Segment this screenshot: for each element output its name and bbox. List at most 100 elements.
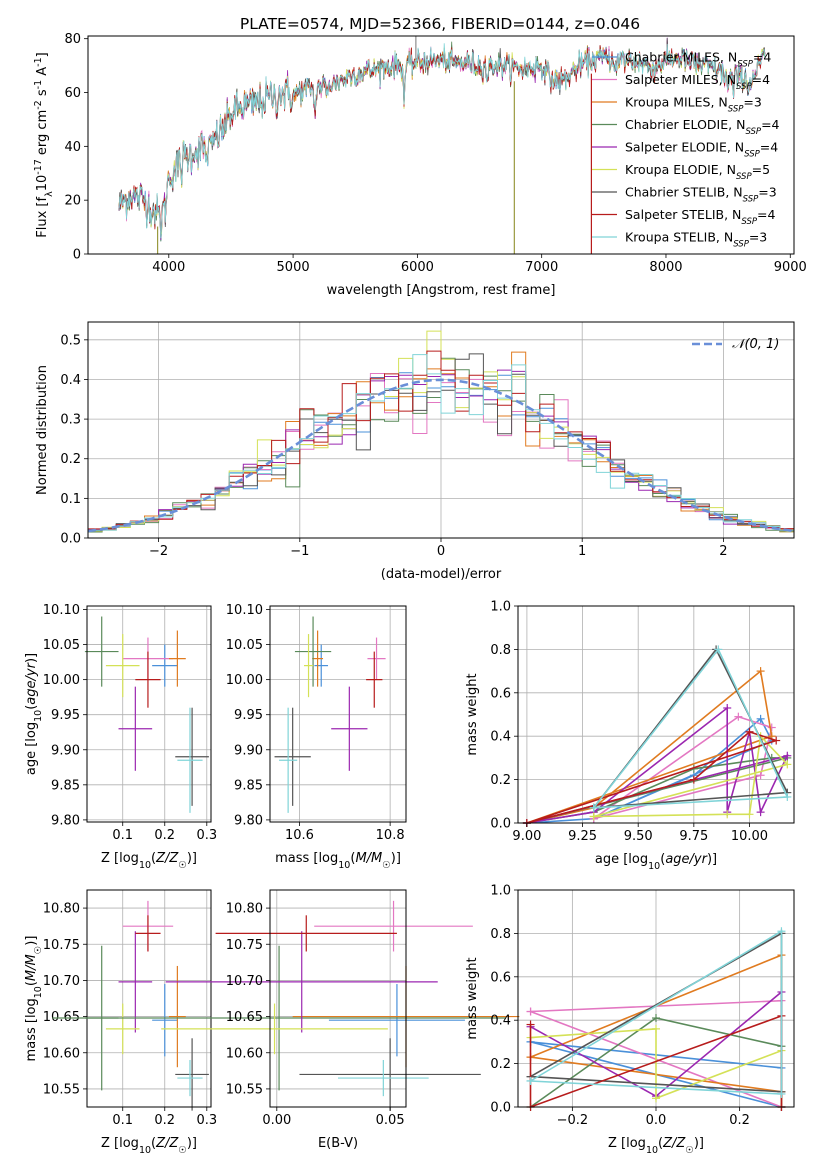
- y-tick-label: 9.85: [51, 778, 80, 793]
- legend-label: Salpeter STELIB, NSSP=4: [625, 207, 775, 227]
- y-tick-label: 10.05: [43, 638, 80, 653]
- legend-n: =4: [757, 207, 775, 222]
- weight_vs_age-xlabel: age [log10(age/yr)]: [595, 852, 717, 872]
- label-part: ☉: [178, 1145, 187, 1156]
- plot-frame: [86, 889, 212, 1108]
- legend-n: =4: [760, 140, 778, 155]
- label-part: 10: [33, 710, 44, 722]
- x-tick-label: 1: [578, 544, 586, 559]
- weight_vs_Z-ylabel: mass weight: [465, 957, 480, 1039]
- x-tick-label: 0.05: [376, 1113, 405, 1128]
- label-part: mass [log: [24, 998, 39, 1061]
- y-tick-label: 60: [64, 86, 81, 101]
- plot-frame: [86, 605, 212, 823]
- label-part: Flux [f: [35, 196, 50, 237]
- spectrum-line: [118, 43, 766, 239]
- weight-line: [593, 647, 789, 809]
- legend-n: =5: [752, 162, 770, 177]
- legend-text: Salpeter STELIB, N: [625, 207, 741, 222]
- y-tick-label: 0.2: [490, 1057, 511, 1072]
- x-tick-label: 9.00: [512, 829, 541, 844]
- spectrum-lines: [118, 36, 766, 254]
- legend-n: =4: [752, 72, 770, 87]
- mass_vs_Z-ylabel: mass [log10(M/M☉)]: [24, 936, 44, 1062]
- x-tick-label: 2: [719, 544, 727, 559]
- x-tick-label: 9.50: [624, 829, 653, 844]
- y-tick-label: 0.3: [60, 413, 81, 428]
- y-tick-label: 0.4: [490, 1014, 511, 1029]
- label-part: λ: [44, 191, 55, 197]
- y-tick-label: 0.0: [490, 1101, 511, 1116]
- y-tick-label: 0.6: [490, 686, 511, 701]
- legend-label: Kroupa MILES, NSSP=3: [625, 95, 762, 115]
- label-part: (: [350, 851, 355, 866]
- legend-sub: SSP: [736, 82, 752, 92]
- y-tick-label: 10.75: [43, 938, 80, 953]
- label-part: -1: [33, 57, 44, 66]
- label-part: s: [35, 89, 50, 100]
- legend-n: =3: [749, 230, 767, 245]
- y-tick-label: 0.5: [60, 333, 81, 348]
- legend-sub: SSP: [737, 60, 753, 70]
- weight-line: [593, 734, 789, 818]
- spectrum-xlabel: wavelength [Angstrom, rest frame]: [327, 283, 556, 298]
- weight-vs-metallicity-axes: −0.2 0.0 0.2 0.0 0.2 0.4 0.6 0.8 1.0 Z [log10(Z/Z…: [465, 884, 795, 1156]
- weight_vs_age-ylabel: mass weight: [465, 673, 480, 755]
- label-part: 10: [33, 986, 44, 998]
- x-tick-label: 0.00: [262, 1113, 291, 1128]
- x-tick-label: 0.1: [112, 1113, 133, 1128]
- plot-frame: [517, 605, 795, 824]
- age_vs_mass-xlabel: mass [log10(M/M☉)]: [275, 851, 401, 871]
- label-part: age/yr: [665, 852, 708, 867]
- weight-lines: [526, 927, 786, 1111]
- x-tick-label: 0.2: [729, 1113, 750, 1128]
- label-part: )]: [24, 653, 39, 663]
- label-part: ]: [35, 52, 50, 57]
- x-tick-label: 0.3: [196, 828, 217, 843]
- mass_vs_Z-xlabel: Z [log10(Z/Z☉)]: [101, 1136, 197, 1156]
- label-part: (: [658, 1136, 663, 1151]
- legend-text: Chabrier MILES, N: [625, 50, 737, 65]
- x-tick-label: 9000: [774, 260, 807, 275]
- y-tick-label: 10.60: [43, 1046, 80, 1061]
- plot-frame: [87, 35, 795, 255]
- label-part: 10: [139, 1145, 151, 1156]
- x-tick-label: −0.2: [557, 1113, 589, 1128]
- y-tick-label: 0.0: [60, 532, 81, 547]
- y-tick-label: 10.60: [226, 1046, 263, 1061]
- y-tick-label: 0.6: [490, 970, 511, 985]
- age_vs_Z-xlabel: Z [log10(Z/Z☉)]: [101, 851, 197, 871]
- x-tick-label: −1: [290, 544, 309, 559]
- mass-vs-ebv-xlabel: E(B-V): [318, 1136, 358, 1151]
- spectrum-axes: 4000 5000 6000 7000 8000 9000 0 20 40 60 80 wavelen…: [33, 32, 807, 298]
- legend-label: Kroupa STELIB, NSSP=3: [625, 230, 767, 250]
- label-part: Z [log: [101, 1136, 139, 1151]
- label-part: )]: [707, 852, 717, 867]
- x-tick-label: 0.0: [646, 1113, 667, 1128]
- plot-frame: [269, 605, 407, 823]
- weight-vs-age-axes: 9.00 9.25 9.50 9.75 10.00 0.0 0.2 0.4 0.6 0.8 1.0 a…: [465, 600, 795, 872]
- label-part: (: [660, 852, 665, 867]
- mass-vs-metallicity-axes: 0.1 0.2 0.310.5510.6010.6510.7010.7510.80Z…: [24, 889, 217, 1156]
- grid: [87, 606, 211, 822]
- label-part: 10: [648, 861, 660, 872]
- label-part: Z/Z: [155, 1136, 179, 1151]
- y-tick-label: 10.10: [43, 603, 80, 618]
- legend-n: =3: [743, 95, 761, 110]
- y-tick-label: 10.80: [43, 902, 80, 917]
- label-part: 10: [35, 175, 50, 192]
- x-tick-label: −2: [149, 544, 168, 559]
- y-tick-label: 10.65: [226, 1010, 263, 1025]
- y-tick-label: 10.80: [226, 902, 263, 917]
- plot-frame: [269, 889, 407, 1108]
- label-part: (: [24, 705, 39, 710]
- y-tick-label: 10.05: [226, 638, 263, 653]
- y-tick-label: 0.2: [490, 773, 511, 788]
- label-part: A: [35, 67, 50, 80]
- age-vs-metallicity-axes: 0.1 0.2 0.3 9.80 9.85 9.90 9.95 10.00 10.05 10.10…: [24, 603, 217, 870]
- x-tick-label: 9.25: [568, 829, 597, 844]
- y-tick-label: 0: [73, 248, 81, 263]
- x-tick-label: 5000: [277, 260, 310, 275]
- legend-text: Salpeter MILES, N: [625, 72, 736, 87]
- weight-lines: [522, 645, 792, 827]
